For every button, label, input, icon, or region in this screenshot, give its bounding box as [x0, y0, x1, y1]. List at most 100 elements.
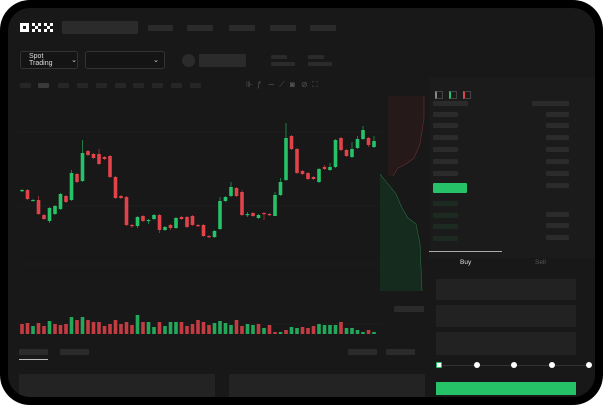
- okx-logo[interactable]: [20, 22, 58, 33]
- volume-bar: [311, 326, 316, 334]
- chevron-down-icon: ⌄: [153, 57, 159, 64]
- amount-input[interactable]: [436, 305, 576, 327]
- volume-bar: [251, 325, 255, 334]
- tab-open-orders[interactable]: [19, 349, 48, 355]
- timeframe-button[interactable]: [20, 83, 31, 88]
- slider-stop[interactable]: [586, 362, 592, 368]
- stat-value: [308, 62, 332, 66]
- line-tool-icon[interactable]: ∼: [268, 80, 275, 89]
- fullscreen-icon[interactable]: ⛶: [312, 80, 318, 89]
- volume-bar: [267, 325, 272, 334]
- timeframe-button[interactable]: [171, 83, 182, 88]
- candle-body: [344, 150, 349, 156]
- ask-price: [433, 135, 458, 140]
- camera-icon[interactable]: ◙: [290, 80, 295, 89]
- slider-stop[interactable]: [511, 362, 517, 368]
- nav-item[interactable]: [148, 25, 173, 31]
- volume-bar: [218, 321, 222, 334]
- timeframe-button[interactable]: [38, 83, 49, 88]
- orderbook-header-price: [433, 101, 468, 106]
- tab-sell[interactable]: Sell: [535, 259, 546, 266]
- volume-bar: [91, 322, 96, 334]
- volume-bar: [185, 326, 189, 334]
- timeframe-button[interactable]: [115, 83, 126, 88]
- slider-stop[interactable]: [436, 362, 442, 368]
- volume-bar: [355, 330, 360, 334]
- bid-amount: [546, 212, 569, 217]
- volume-bar: [97, 322, 101, 334]
- candle-body: [284, 138, 288, 180]
- tab-history[interactable]: [60, 349, 89, 355]
- filter-button[interactable]: [386, 349, 415, 355]
- bid-price: [433, 201, 458, 206]
- timeframe-button[interactable]: [58, 83, 69, 88]
- candle-body: [278, 182, 283, 195]
- volume-bar: [179, 322, 184, 334]
- nav-item[interactable]: [229, 25, 255, 31]
- volume-bar: [245, 324, 250, 334]
- volume-bar: [119, 324, 123, 334]
- book-both-icon[interactable]: [435, 91, 443, 99]
- volume-bar: [262, 328, 266, 334]
- settings-icon[interactable]: ⊘: [301, 80, 308, 89]
- volume-bar: [102, 326, 107, 334]
- timeframe-button[interactable]: [96, 83, 107, 88]
- candle-body: [152, 215, 156, 219]
- candle-body: [240, 192, 244, 215]
- tab-buy[interactable]: Buy: [460, 259, 472, 266]
- indicator-icon[interactable]: ƒ: [257, 80, 262, 89]
- volume-bar: [146, 322, 151, 334]
- ask-amount: [546, 112, 569, 117]
- buy-button[interactable]: [436, 382, 576, 395]
- ask-price: [433, 159, 458, 164]
- candle-body: [42, 215, 46, 219]
- timeframe-button[interactable]: [152, 83, 163, 88]
- candle-type-icon[interactable]: ⊪: [246, 80, 253, 89]
- candle-body: [25, 190, 30, 199]
- candle-body: [135, 217, 140, 226]
- volume-bar: [366, 330, 371, 334]
- trade-tab-underline: [429, 251, 502, 252]
- candle-body: [174, 218, 178, 228]
- candle-body: [113, 177, 118, 198]
- candle-body: [317, 169, 321, 182]
- ask-amount: [546, 147, 569, 152]
- candle-body: [119, 196, 123, 198]
- bid-price: [433, 213, 458, 218]
- nav-item[interactable]: [270, 25, 296, 31]
- total-input[interactable]: [436, 332, 576, 355]
- candle-body: [355, 139, 360, 148]
- volume-bar: [47, 321, 52, 334]
- book-sell-icon[interactable]: [463, 91, 471, 99]
- nav-item[interactable]: [187, 25, 213, 31]
- book-buy-icon[interactable]: [449, 91, 457, 99]
- timeframe-button[interactable]: [190, 83, 201, 88]
- volume-bar: [130, 325, 134, 334]
- pair-select[interactable]: ⌄: [85, 51, 165, 69]
- trading-mode-select[interactable]: Spot Trading ⌄: [20, 51, 78, 69]
- candle-body: [350, 149, 354, 157]
- candle-body: [91, 154, 96, 158]
- slider-stop[interactable]: [473, 362, 480, 368]
- price-input[interactable]: [436, 279, 576, 300]
- candle-body: [141, 216, 145, 221]
- nav-item[interactable]: [310, 25, 336, 31]
- filter-button[interactable]: [348, 349, 377, 355]
- timeframe-button[interactable]: [133, 83, 144, 88]
- candle-body: [245, 214, 250, 216]
- candle-body: [179, 217, 184, 219]
- candle-body: [256, 215, 261, 218]
- stat-label: [308, 55, 324, 59]
- volume-bar: [201, 322, 206, 334]
- candle-body: [234, 188, 239, 196]
- candle-body: [273, 195, 277, 216]
- search-bar[interactable]: [62, 21, 138, 34]
- ask-price: [433, 112, 458, 117]
- volume-bar: [284, 330, 288, 334]
- slider-stop[interactable]: [548, 362, 555, 368]
- volume-bar: [229, 325, 233, 334]
- timeframe-button[interactable]: [77, 83, 88, 88]
- ruler-icon[interactable]: ⟋: [279, 80, 285, 89]
- candle-body: [251, 213, 255, 216]
- candlestick-chart[interactable]: [8, 96, 383, 336]
